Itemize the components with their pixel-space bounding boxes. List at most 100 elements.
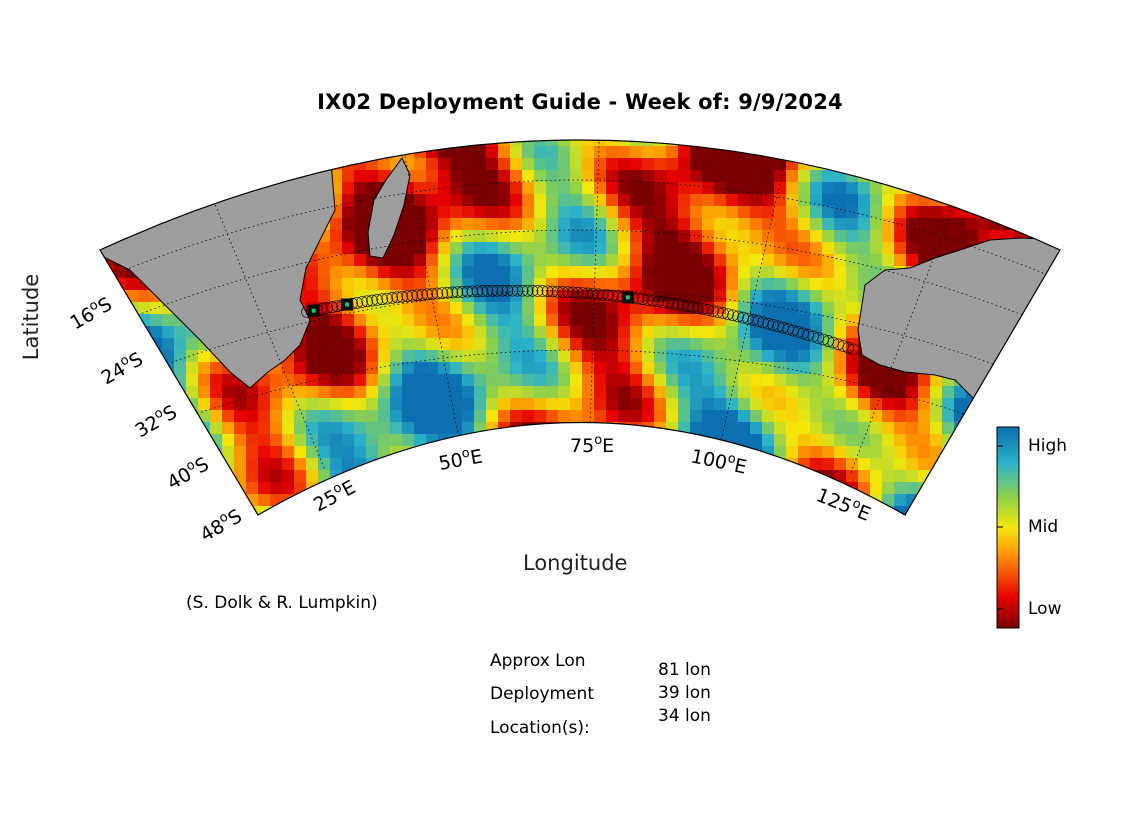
track-point bbox=[752, 315, 764, 327]
track-point bbox=[561, 286, 574, 298]
track-point bbox=[546, 285, 559, 298]
track-point bbox=[747, 314, 759, 326]
track-point bbox=[717, 307, 729, 319]
location-values: 81 lon 39 lon 34 lon bbox=[658, 659, 711, 728]
track-point bbox=[321, 302, 333, 314]
track-point bbox=[381, 292, 393, 305]
track-point bbox=[401, 290, 414, 303]
credit-text: (S. Dolk & R. Lumpkin) bbox=[186, 593, 378, 613]
track-point bbox=[421, 288, 434, 301]
ship-track bbox=[301, 284, 860, 356]
track-point bbox=[652, 295, 664, 308]
lon-tick-100: 100oE bbox=[689, 443, 749, 478]
track-point bbox=[361, 295, 373, 308]
track-point bbox=[667, 297, 679, 310]
location-value-3: 34 lon bbox=[658, 706, 711, 726]
track-point bbox=[727, 309, 739, 322]
deployment-markers bbox=[307, 291, 634, 317]
track-point bbox=[847, 343, 860, 356]
lon-tick-75: 75oE bbox=[570, 433, 614, 457]
lon-tick-50: 50oE bbox=[437, 444, 485, 475]
track-point bbox=[476, 285, 489, 297]
track-point bbox=[692, 302, 704, 314]
track-point bbox=[586, 288, 599, 300]
track-point bbox=[702, 304, 714, 316]
track-point bbox=[737, 311, 749, 324]
track-point bbox=[531, 285, 544, 297]
track-point bbox=[606, 289, 619, 302]
track-point bbox=[536, 285, 549, 297]
track-point bbox=[376, 293, 388, 306]
track-point bbox=[416, 288, 429, 301]
track-point bbox=[722, 308, 734, 320]
track-point bbox=[566, 286, 579, 299]
track-point bbox=[396, 290, 409, 303]
track-point bbox=[707, 305, 719, 317]
track-point bbox=[842, 341, 855, 354]
track-point bbox=[406, 289, 419, 302]
longitude-ticks: 25oE 50oE 75oE 100oE 125oE bbox=[310, 433, 874, 526]
track-point bbox=[391, 291, 404, 304]
map-frame bbox=[99, 139, 1061, 516]
lat-tick-48: 48oS bbox=[196, 503, 246, 546]
track-point bbox=[682, 300, 694, 313]
track-point bbox=[491, 284, 504, 297]
madagascar-land bbox=[367, 157, 411, 259]
lat-tick-32: 32oS bbox=[131, 399, 181, 442]
track-point bbox=[637, 293, 649, 306]
track-point bbox=[647, 294, 659, 307]
deployment-marker-dot bbox=[625, 295, 630, 300]
track-point bbox=[451, 286, 464, 298]
chart-title: IX02 Deployment Guide - Week of: 9/9/202… bbox=[317, 90, 843, 114]
deployment-marker-dot bbox=[345, 302, 350, 307]
track-point bbox=[386, 292, 399, 304]
track-point bbox=[596, 288, 609, 301]
track-point bbox=[541, 285, 554, 298]
location-value-1: 81 lon bbox=[658, 660, 711, 680]
lat-tick-40: 40oS bbox=[163, 451, 213, 494]
track-point bbox=[326, 301, 338, 313]
track-point bbox=[501, 284, 514, 297]
track-point bbox=[506, 284, 519, 297]
track-point bbox=[356, 296, 368, 308]
track-point bbox=[677, 299, 689, 312]
track-point bbox=[431, 287, 444, 300]
colorbar-mid-label: Mid bbox=[1028, 517, 1059, 537]
track-point bbox=[581, 287, 594, 300]
track-point bbox=[687, 301, 699, 313]
track-point bbox=[461, 285, 474, 298]
colorbar-high-label: High bbox=[1028, 436, 1068, 456]
y-axis-label: Latitude bbox=[19, 273, 44, 361]
track-point bbox=[471, 285, 484, 298]
track-point bbox=[411, 289, 424, 302]
track-point bbox=[551, 285, 564, 298]
track-point bbox=[591, 288, 604, 301]
lat-tick-16: 16oS bbox=[66, 291, 116, 334]
track-point bbox=[436, 287, 449, 299]
track-point bbox=[712, 306, 724, 318]
track-point bbox=[481, 285, 494, 297]
colorbar-low-label: Low bbox=[1028, 599, 1062, 619]
graticule bbox=[100, 140, 1060, 476]
track-point bbox=[571, 286, 584, 299]
track-point bbox=[516, 284, 529, 297]
track-point bbox=[371, 294, 383, 306]
location-label-2: Deployment bbox=[490, 684, 594, 704]
location-label-3: Location(s): bbox=[490, 718, 590, 738]
location-label-1: Approx Lon bbox=[490, 651, 586, 671]
track-point bbox=[556, 286, 569, 298]
track-point bbox=[742, 312, 754, 325]
track-point bbox=[657, 296, 669, 308]
track-point bbox=[697, 303, 709, 315]
track-point bbox=[496, 284, 509, 297]
track-point bbox=[672, 298, 684, 311]
track-point bbox=[732, 310, 744, 323]
x-axis-label: Longitude bbox=[523, 551, 628, 575]
track-point bbox=[662, 297, 674, 309]
track-point bbox=[426, 288, 439, 300]
track-point bbox=[642, 294, 654, 306]
track-point bbox=[511, 284, 524, 297]
track-point bbox=[486, 285, 499, 297]
track-point bbox=[601, 289, 614, 302]
